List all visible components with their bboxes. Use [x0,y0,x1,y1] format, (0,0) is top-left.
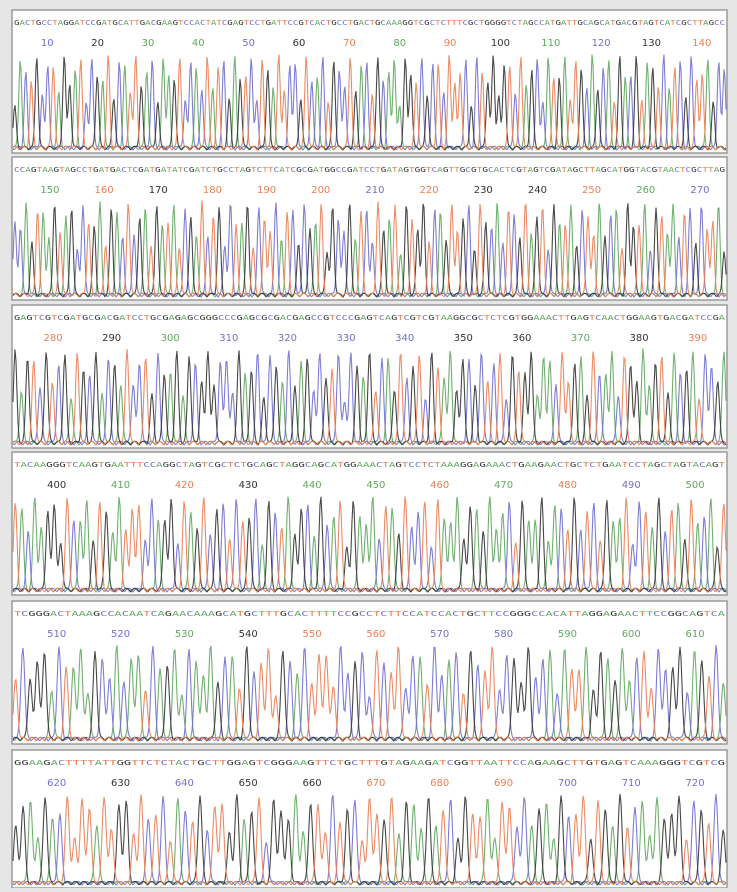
position-number: 590 [558,629,577,640]
position-number: 670 [366,778,385,789]
position-number: 700 [558,778,577,789]
position-number: 460 [430,480,449,491]
position-number: 270 [690,185,709,196]
position-number: 430 [239,480,258,491]
position-number: 180 [203,185,222,196]
position-number: 610 [686,629,705,640]
position-number: 190 [257,185,276,196]
position-number: 70 [343,38,356,49]
position-number: 520 [111,629,130,640]
trace-panel: GACTGCCTAGGATCCGATGCATTGACGAAGTCCACTATCG… [12,10,727,153]
position-number: 10 [41,38,54,49]
trace-panel: CCAGTAAGTAGCCTGATGACTCGATGATATCGATCTGCCT… [12,157,727,300]
position-number: 540 [239,629,258,640]
chromatogram-view: GACTGCCTAGGATCCGATGCATTGACGAAGTCCACTATCG… [0,0,737,888]
position-number: 650 [239,778,258,789]
position-number: 560 [366,629,385,640]
position-number: 390 [688,333,707,344]
position-number: 290 [102,333,121,344]
position-number: 110 [541,38,560,49]
position-number: 680 [430,778,449,789]
position-number: 630 [111,778,130,789]
position-number: 500 [686,480,705,491]
position-number: 170 [149,185,168,196]
position-number: 90 [444,38,457,49]
position-number: 210 [365,185,384,196]
position-number: 550 [302,629,321,640]
position-number: 60 [293,38,306,49]
position-number: 370 [571,333,590,344]
panel-frame [12,601,727,744]
panel-frame [12,452,727,595]
position-number: 130 [642,38,661,49]
position-number: 150 [40,185,59,196]
position-number: 100 [491,38,510,49]
position-number: 340 [395,333,414,344]
position-number: 300 [161,333,180,344]
position-number: 320 [278,333,297,344]
position-number: 50 [242,38,255,49]
position-number: 600 [622,629,641,640]
position-number: 470 [494,480,513,491]
position-number: 580 [494,629,513,640]
position-number: 570 [430,629,449,640]
position-number: 30 [142,38,155,49]
position-number: 530 [175,629,194,640]
position-number: 230 [474,185,493,196]
position-number: 710 [622,778,641,789]
position-number: 400 [47,480,66,491]
position-number: 640 [175,778,194,789]
position-number: 40 [192,38,205,49]
position-number: 20 [91,38,104,49]
panel-frame [12,750,727,888]
position-number: 380 [630,333,649,344]
position-number: 450 [366,480,385,491]
position-number: 510 [47,629,66,640]
position-number: 480 [558,480,577,491]
position-number: 260 [636,185,655,196]
position-number: 120 [592,38,611,49]
sequence-text: GACTGCCTAGGATCCGATGCATTGACGAAGTCCACTATCG… [14,19,725,27]
position-number: 200 [311,185,330,196]
position-number: 160 [95,185,114,196]
position-number: 280 [43,333,62,344]
position-number: 330 [337,333,356,344]
position-number: 660 [302,778,321,789]
position-number: 620 [47,778,66,789]
position-number: 220 [420,185,439,196]
position-number: 250 [582,185,601,196]
position-number: 80 [393,38,406,49]
position-number: 140 [692,38,711,49]
position-number: 360 [512,333,531,344]
position-number: 720 [686,778,705,789]
position-number: 690 [494,778,513,789]
position-number: 420 [175,480,194,491]
panel-frame [12,305,727,448]
position-number: 410 [111,480,130,491]
position-number: 310 [219,333,238,344]
sequence-text: CCAGTAAGTAGCCTGATGACTCGATGATATCGATCTGCCT… [14,166,725,174]
position-number: 240 [528,185,547,196]
position-number: 440 [302,480,321,491]
position-number: 490 [622,480,641,491]
position-number: 350 [454,333,473,344]
